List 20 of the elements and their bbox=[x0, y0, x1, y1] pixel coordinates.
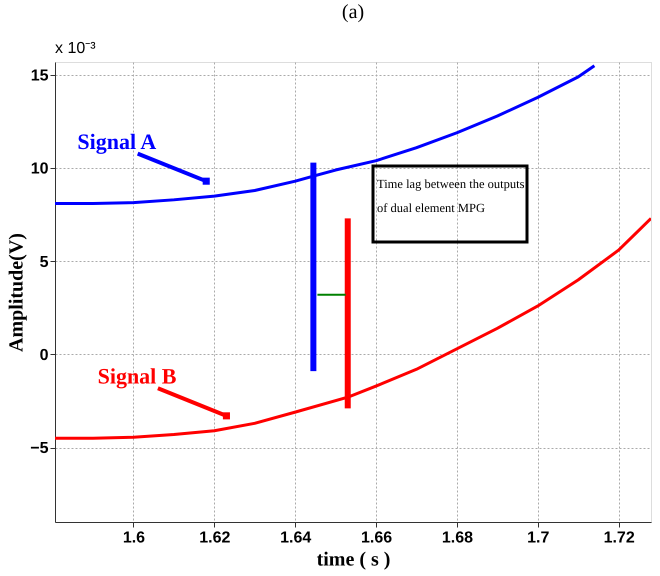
x-tick-label: 1.7 bbox=[527, 530, 550, 546]
x-tick-label: 1.72 bbox=[604, 530, 635, 546]
y-tick-label: 5 bbox=[40, 254, 49, 271]
x-axis-title: time ( s ) bbox=[316, 548, 390, 570]
y-tick-label: −5 bbox=[30, 440, 49, 458]
text: x 10⁻³ bbox=[55, 40, 96, 57]
line-series bbox=[55, 216, 651, 440]
x-tick-label: 1.62 bbox=[199, 530, 230, 546]
annotation: Signal B bbox=[98, 364, 177, 389]
x-tick-label: 1.64 bbox=[280, 530, 312, 546]
y-tick-label: 0 bbox=[40, 346, 49, 364]
y-axis-title: Amplitude(V) bbox=[5, 233, 28, 352]
x-tick-label: 1.66 bbox=[360, 530, 392, 546]
annotation: Time lag between the outputs of dual element MPG bbox=[377, 177, 525, 215]
x-tick-label: 1.6 bbox=[122, 530, 146, 546]
y-tick-label: 15 bbox=[30, 68, 49, 85]
x-tick-label: 1.68 bbox=[442, 530, 474, 546]
chart-title: (a) bbox=[342, 1, 364, 23]
annotation: Signal A bbox=[77, 129, 156, 154]
y-tick-label: 10 bbox=[30, 160, 49, 178]
